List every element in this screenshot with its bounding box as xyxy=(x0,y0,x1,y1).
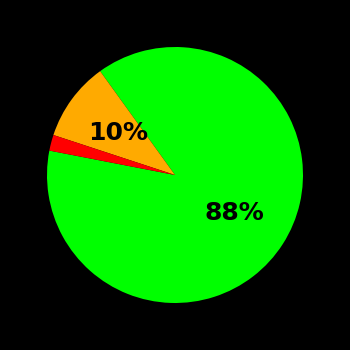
Wedge shape xyxy=(47,47,303,303)
Text: 88%: 88% xyxy=(204,201,264,225)
Wedge shape xyxy=(54,71,175,175)
Text: 10%: 10% xyxy=(88,121,148,145)
Wedge shape xyxy=(49,135,175,175)
